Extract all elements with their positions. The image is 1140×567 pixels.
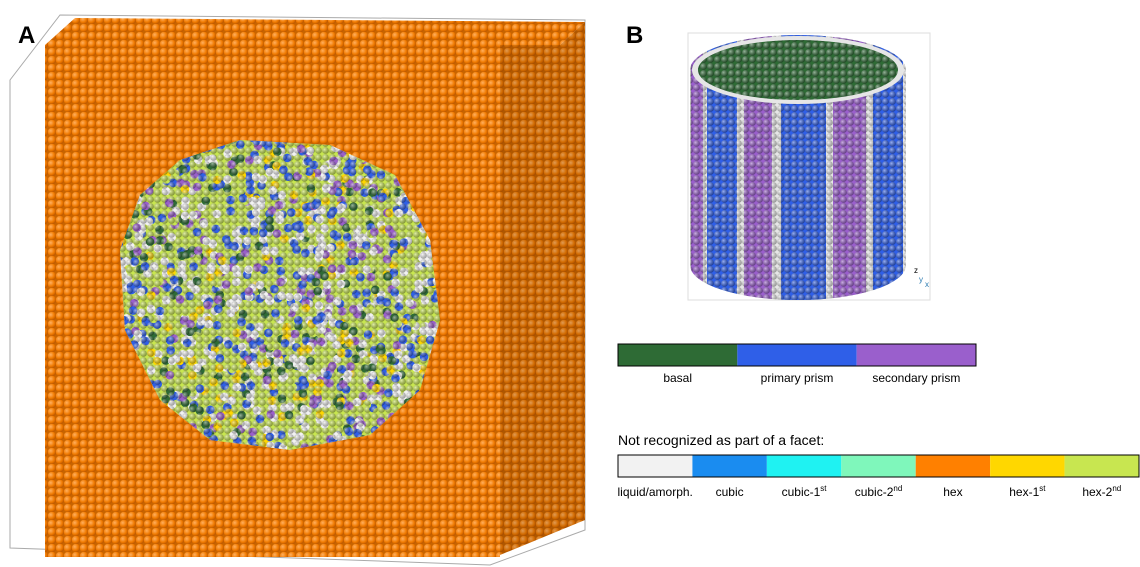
atom-shade xyxy=(120,140,440,450)
legend-label-sup: nd xyxy=(1112,484,1121,493)
legend-label-text: cubic-1 xyxy=(782,485,821,499)
legend-label: cubic-1st xyxy=(782,484,828,499)
legend-label-text: liquid/amorph. xyxy=(618,485,693,499)
legend-swatch xyxy=(766,455,842,477)
legend-label: primary prism xyxy=(761,371,834,385)
facet-legend: basal primary prism secondary prism xyxy=(617,343,977,385)
legend-swatch xyxy=(1064,455,1139,477)
axis-label: y xyxy=(919,275,923,284)
legend-label-text: cubic-2 xyxy=(855,485,894,499)
panel-label: A xyxy=(18,22,35,49)
top-face xyxy=(45,18,585,45)
legend-label-text: hex-1 xyxy=(1009,485,1039,499)
legend-frame xyxy=(617,343,977,367)
legend-label-text: cubic xyxy=(716,485,744,499)
panel-label: B xyxy=(626,22,643,49)
axis-label: z xyxy=(914,266,918,275)
legend-swatch xyxy=(618,344,738,366)
legend-label: cubic xyxy=(716,485,744,499)
panel-a-render xyxy=(9,14,586,566)
legend-swatch xyxy=(856,344,976,366)
legend-label-text: hex-2 xyxy=(1082,485,1112,499)
legend-swatch xyxy=(841,455,916,477)
crystal-region xyxy=(120,140,440,450)
legend-label: hex xyxy=(943,485,962,499)
legend-label-sup: nd xyxy=(893,484,902,493)
legend-swatch xyxy=(737,344,857,366)
legend-swatch xyxy=(915,455,991,477)
legend-label-text: hex xyxy=(943,485,962,499)
legend-swatch xyxy=(618,455,693,477)
axis-label: x xyxy=(925,280,929,289)
legend-label-sup: st xyxy=(1039,484,1046,493)
bounding-box xyxy=(9,14,586,566)
legend-label: secondary prism xyxy=(872,371,960,385)
top-texture xyxy=(698,40,898,100)
legend-title: Not recognized as part of a facet: xyxy=(618,432,824,448)
side-shade xyxy=(500,22,585,555)
legend-swatch xyxy=(990,455,1065,477)
legend-label: basal xyxy=(663,371,692,385)
legend-label: hex-1st xyxy=(1009,484,1046,499)
side-face xyxy=(500,22,585,555)
legend-label: hex-2nd xyxy=(1082,484,1121,499)
legend-label: liquid/amorph. xyxy=(618,485,693,499)
panel-b-render xyxy=(687,32,931,301)
legend-label: cubic-2nd xyxy=(855,484,903,499)
legend-label-sup: st xyxy=(820,484,827,493)
legend-swatch xyxy=(692,455,767,477)
other-legend: liquid/amorph. cubic cubic-1st cubic-2nd hex… xyxy=(617,454,1140,499)
legend-frame xyxy=(617,454,1140,478)
